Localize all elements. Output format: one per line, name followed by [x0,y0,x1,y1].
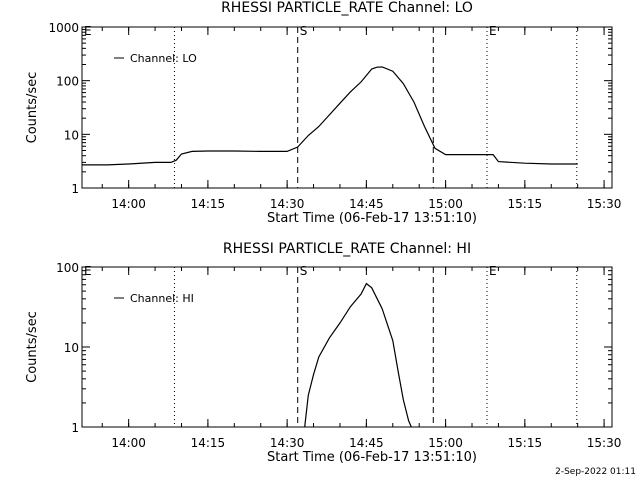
x-tick-label: 14:30 [270,436,305,450]
y-tick-label: 10 [64,341,79,355]
x-tick-label: 15:00 [428,436,463,450]
event-marker-label: E [84,24,92,38]
x-tick-label: 15:00 [428,197,463,211]
plot-frame [81,266,613,428]
y-tick-label: 1 [71,182,79,196]
y-axis-label: Counts/sec [25,72,40,144]
x-axis-label: Start Time (06-Feb-17 13:51:10) [267,450,477,465]
legend-label: Channel: LO [130,52,197,65]
x-tick-label: 15:15 [508,197,543,211]
footer-timestamp: 2-Sep-2022 01:11 [555,467,636,477]
x-tick-label: 14:15 [191,436,226,450]
lo-channel-panel: RHESSI PARTICLE_RATE Channel: LO 14:00 14:… [25,0,621,226]
x-tick-label: 14:45 [349,197,384,211]
chart-title: RHESSI PARTICLE_RATE Channel: HI [223,241,471,257]
x-tick-label: 14:00 [111,197,146,211]
x-tick-label: 14:00 [111,436,146,450]
x-tick-label: 14:15 [191,197,226,211]
event-marker-label: E [489,24,497,38]
event-marker-label: S [300,264,308,278]
x-tick-label: 14:45 [349,436,384,450]
chart-title: RHESSI PARTICLE_RATE Channel: LO [221,0,473,16]
y-tick-label: 1 [71,421,79,435]
x-axis-label: Start Time (06-Feb-17 13:51:10) [267,211,477,226]
event-marker-label: E [489,264,497,278]
event-marker-label: S [300,24,308,38]
y-tick-label: 100 [56,261,79,275]
x-tick-label: 15:30 [587,197,622,211]
y-tick-label: 1000 [48,21,79,35]
legend-label: Channel: HI [130,292,194,305]
hi-channel-panel: RHESSI PARTICLE_RATE Channel: HI 14:00 14:… [25,241,621,465]
y-axis-label: Counts/sec [25,311,40,383]
y-tick-label: 100 [56,75,79,89]
x-tick-label: 15:15 [508,436,543,450]
x-tick-label: 14:30 [270,197,305,211]
series-line [304,282,412,428]
x-tick-label: 15:30 [587,436,622,450]
event-marker-label: E [84,264,92,278]
series-line [82,66,578,166]
y-tick-label: 10 [64,128,79,142]
plot-frame [81,26,613,189]
